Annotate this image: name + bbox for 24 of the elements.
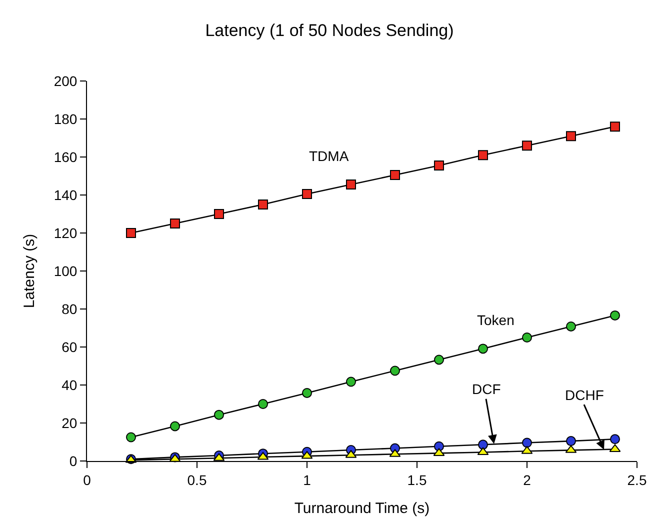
- x-tick-label: 1: [303, 472, 312, 488]
- x-axis-title: Turnaround Time (s): [294, 500, 430, 517]
- x-tick-label: 1.5: [407, 472, 427, 488]
- y-tick-label: 20: [62, 414, 78, 431]
- y-tick-label: 60: [62, 338, 78, 355]
- y-tick-label: 140: [54, 186, 78, 203]
- y-tick-label: 40: [62, 376, 78, 393]
- y-tick-label: 120: [54, 224, 78, 241]
- annotation: DCF: [472, 381, 501, 397]
- y-tick-label: 80: [62, 300, 78, 317]
- x-tick-label: 2: [523, 472, 532, 488]
- y-tick-label: 160: [54, 148, 78, 165]
- annotation: Token: [477, 312, 514, 328]
- y-tick-label: 0: [69, 452, 78, 469]
- y-tick-label: 200: [54, 72, 78, 89]
- x-tick-label: 2.5: [627, 472, 647, 488]
- chart-title: Latency (1 of 50 Nodes Sending): [205, 20, 454, 40]
- y-tick-label: 180: [54, 110, 78, 127]
- y-axis-title: Latency (s): [21, 234, 38, 308]
- annotation: TDMA: [309, 148, 350, 164]
- x-tick-label: 0: [83, 472, 92, 488]
- y-tick-label: 100: [54, 262, 78, 279]
- x-tick-label: 0.5: [187, 472, 207, 488]
- annotation: DCHF: [565, 387, 604, 403]
